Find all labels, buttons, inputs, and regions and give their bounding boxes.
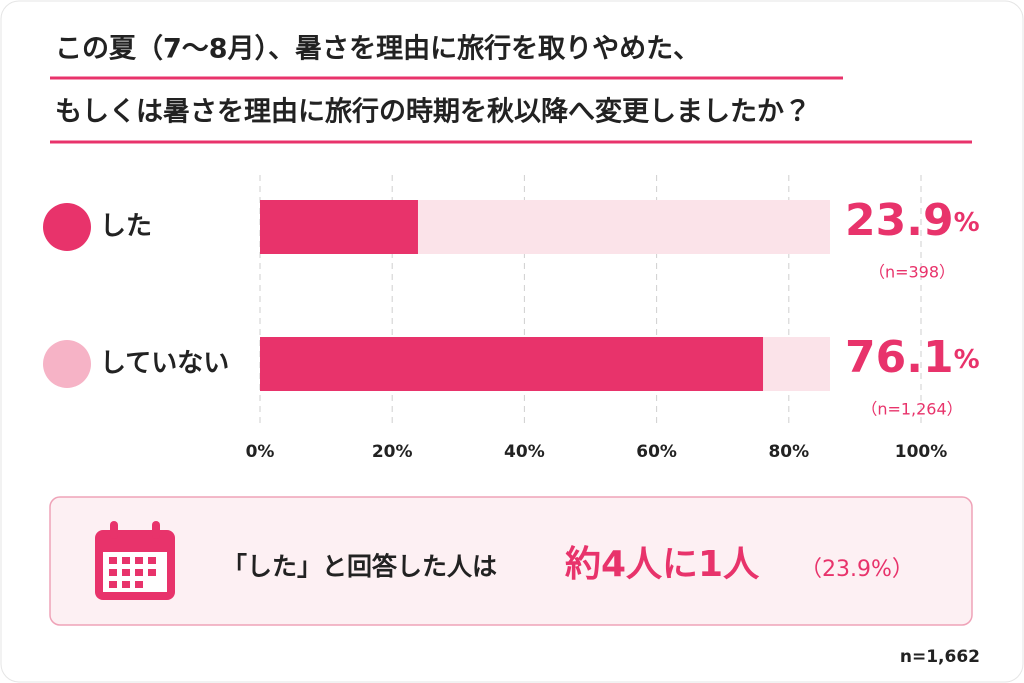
sample-label: （n=398）	[869, 263, 955, 282]
category-label: していない	[100, 349, 229, 379]
callout-box	[49, 496, 973, 626]
callout-detail: （23.9%）	[800, 557, 914, 582]
title-line: この夏（7〜8月）、暑さを理由に旅行を取りやめた、	[55, 33, 700, 65]
x-tick-label: 20%	[372, 442, 413, 462]
callout-emphasis: 約4人に1人	[565, 544, 760, 585]
bar	[260, 337, 764, 391]
x-tick-label: 0%	[246, 442, 275, 462]
sample-label: （n=1,264）	[861, 400, 962, 419]
x-tick-label: 60%	[636, 442, 677, 462]
x-tick-label: 40%	[504, 442, 545, 462]
title-line: もしくは暑さを理由に旅行の時期を秋以降へ変更しましたか？	[55, 96, 811, 128]
legend-marker	[43, 340, 91, 388]
calendar-icon	[95, 521, 175, 600]
value-label: 23.9%	[845, 195, 980, 246]
grid	[259, 175, 922, 425]
x-tick-label: 100%	[895, 442, 948, 462]
callout-lead: 「した」と回答した人は	[222, 552, 497, 581]
value-label: 76.1%	[845, 332, 980, 383]
legend-marker	[43, 203, 91, 251]
bar	[260, 200, 418, 254]
x-tick-label: 80%	[768, 442, 809, 462]
footnote: n=1,662	[900, 647, 980, 667]
category-label: した	[100, 212, 152, 242]
